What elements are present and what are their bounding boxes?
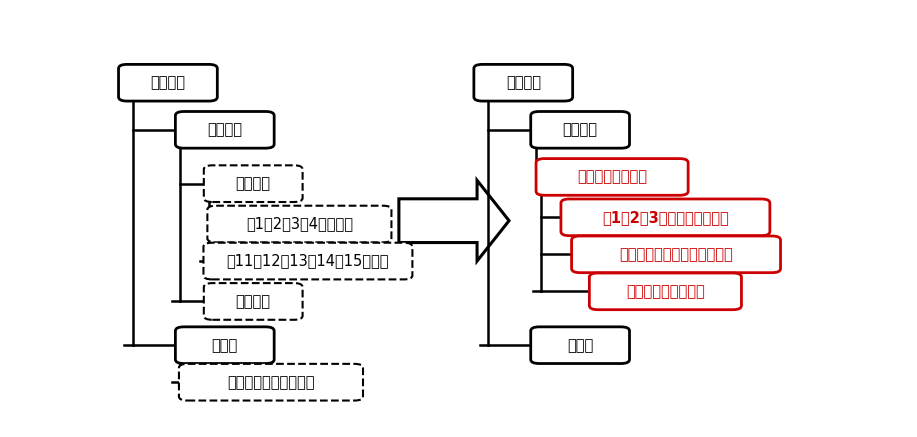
Text: 掃海隊群: 掃海隊群 [236,294,271,309]
FancyBboxPatch shape [474,64,572,101]
FancyBboxPatch shape [561,199,770,236]
FancyBboxPatch shape [179,364,363,401]
FancyBboxPatch shape [590,273,742,310]
FancyBboxPatch shape [207,206,392,243]
FancyBboxPatch shape [204,283,303,320]
Text: 哨戒防備群（仮称）: 哨戒防備群（仮称） [626,284,705,299]
Text: 掃海隊、ミサイル艇隊: 掃海隊、ミサイル艇隊 [227,375,315,390]
Text: 水陸両用戦機雷戦群（仮称）: 水陸両用戦機雷戦群（仮称） [619,247,733,262]
Text: 第1、2、3、4護衛隊群: 第1、2、3、4護衛隊群 [246,217,353,232]
FancyBboxPatch shape [118,64,217,101]
Text: 自衛艦隊: 自衛艦隊 [207,122,242,137]
Text: 地方隊: 地方隊 [212,338,238,353]
Polygon shape [399,180,509,261]
Text: 第11、12、13、14、15護衛隊: 第11、12、13、14、15護衛隊 [226,253,389,269]
FancyBboxPatch shape [204,165,303,202]
Text: 第1、2、3水上戦群（仮称）: 第1、2、3水上戦群（仮称） [602,210,729,225]
Text: 自衛艦隊: 自衛艦隊 [563,122,598,137]
FancyBboxPatch shape [531,327,629,364]
Text: 護衛艦隊: 護衛艦隊 [236,176,271,191]
FancyBboxPatch shape [536,159,688,195]
FancyBboxPatch shape [204,243,413,279]
Text: 水上艦隊（仮称）: 水上艦隊（仮称） [577,170,647,184]
Text: 防衛大臣: 防衛大臣 [506,75,541,90]
Text: 地方隊: 地方隊 [567,338,593,353]
Text: 防衛大臣: 防衛大臣 [150,75,185,90]
FancyBboxPatch shape [175,111,274,148]
FancyBboxPatch shape [571,236,780,273]
FancyBboxPatch shape [531,111,629,148]
FancyBboxPatch shape [175,327,274,364]
